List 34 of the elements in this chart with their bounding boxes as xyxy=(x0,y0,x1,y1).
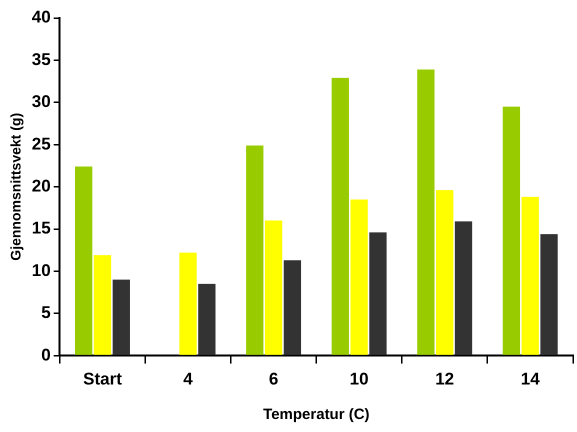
bar xyxy=(284,260,302,355)
x-tick-label: Start xyxy=(83,369,122,388)
bar xyxy=(350,199,368,355)
bar xyxy=(369,232,387,355)
bar xyxy=(198,284,216,355)
bar xyxy=(264,220,282,355)
bar xyxy=(112,280,130,355)
x-tick-label: 14 xyxy=(520,369,540,388)
bar xyxy=(94,255,112,355)
y-tick-label: 15 xyxy=(32,218,51,238)
bar xyxy=(454,221,472,355)
bar xyxy=(540,234,558,355)
bar xyxy=(436,190,454,355)
y-tick-label: 10 xyxy=(32,260,51,280)
x-tick-label: 10 xyxy=(350,369,369,388)
x-axis-title: Temperatur (C) xyxy=(263,406,370,424)
x-tick-label: 4 xyxy=(183,369,194,388)
bar xyxy=(246,145,264,355)
y-tick-label: 5 xyxy=(41,303,51,322)
y-tick-label: 40 xyxy=(32,8,51,27)
bar xyxy=(522,196,539,355)
x-tick-label: 12 xyxy=(435,369,454,388)
y-tick-label: 30 xyxy=(32,92,51,112)
bar xyxy=(417,69,435,355)
bar xyxy=(502,106,520,355)
y-tick-label: 20 xyxy=(32,176,51,196)
y-tick-label: 35 xyxy=(32,50,51,69)
bar xyxy=(75,166,92,355)
y-tick-label: 25 xyxy=(32,134,51,154)
y-axis-title: Gjennomsnittsvekt (g) xyxy=(7,112,24,261)
bar xyxy=(332,78,349,355)
y-tick-label: 0 xyxy=(41,345,51,364)
bar xyxy=(179,252,197,355)
x-tick-label: 6 xyxy=(268,369,278,388)
